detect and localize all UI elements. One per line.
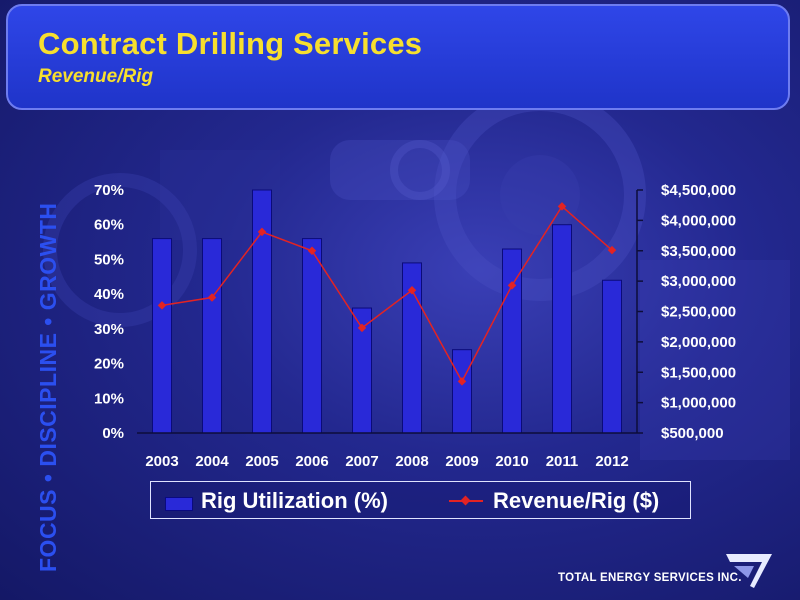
right-tick-label: $4,500,000 [661,182,736,199]
legend-bar-label: Rig Utilization (%) [201,488,388,513]
x-tick-label: 2012 [595,453,628,470]
x-tick-label: 2005 [245,453,278,470]
x-tick-label: 2004 [195,453,229,470]
left-tick-label: 10% [94,390,124,407]
legend-bar-swatch [165,497,193,511]
left-tick-label: 0% [102,425,124,442]
page-subtitle: Revenue/Rig [38,66,154,87]
revenue-point-2004 [207,293,217,302]
right-tick-label: $4,000,000 [661,212,736,229]
bar-2005 [252,189,272,434]
revenue-point-2006 [307,246,317,255]
bar-2006 [302,238,322,434]
revenue-point-2003 [157,301,167,310]
revenue-point-2008 [407,285,417,295]
x-tick-label: 2011 [546,453,579,470]
x-tick-label: 2008 [395,453,428,470]
bar-2003 [152,238,172,434]
bar-2004 [202,238,222,434]
x-tick-label: 2010 [495,453,528,470]
left-tick-label: 50% [94,251,124,268]
right-tick-label: $1,500,000 [661,364,736,381]
bar-2011 [552,224,572,434]
bar-2012 [602,279,622,434]
bar-2009 [452,349,472,434]
right-tick-label: $1,000,000 [661,395,736,412]
right-tick-label: $2,000,000 [661,334,736,351]
left-tick-label: 20% [94,356,124,373]
right-tick-label: $500,000 [661,425,724,442]
revenue-point-2010 [507,281,517,290]
company-name: TOTAL ENERGY SERVICES INC. [558,572,742,584]
revenue-point-2005 [257,227,267,237]
x-tick-label: 2003 [145,453,178,470]
revenue-point-2009 [457,377,467,386]
x-tick-label: 2009 [445,453,478,470]
right-tick-label: $3,500,000 [661,243,736,260]
legend-line-marker [460,495,471,506]
revenue-line [161,205,613,383]
company-logo-icon [726,554,772,588]
bar-2010 [502,248,522,434]
right-tick-label: $2,500,000 [661,304,736,321]
x-tick-label: 2007 [345,453,378,470]
legend-line-label: Revenue/Rig ($) [493,488,660,513]
page-title: Contract Drilling Services [38,26,423,61]
x-tick-label: 2006 [295,453,328,470]
left-tick-label: 30% [94,321,124,338]
header-banner: Contract Drilling Services Revenue/Rig [6,4,790,110]
left-tick-label: 60% [94,217,124,234]
left-tick-label: 40% [94,286,124,303]
right-tick-label: $3,000,000 [661,273,736,290]
left-tick-label: 70% [94,182,124,199]
chart-legend: Rig Utilization (%) Revenue/Rig ($) [150,481,691,519]
revenue-point-2007 [357,323,367,333]
